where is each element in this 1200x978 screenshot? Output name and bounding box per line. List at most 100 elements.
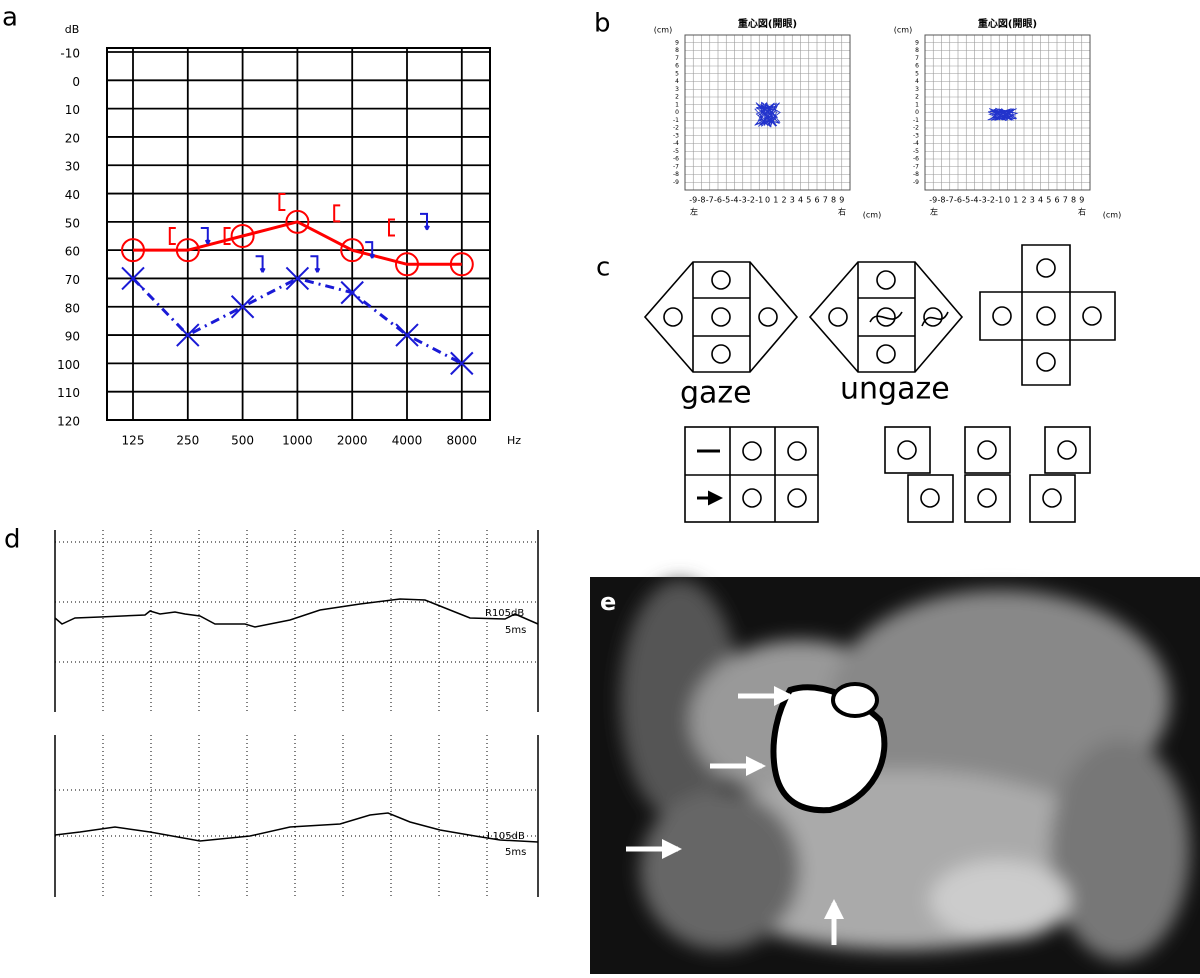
y-tick-label: 10	[65, 103, 80, 117]
x-tick-label: 4	[798, 196, 803, 205]
y-tick-label: 9	[915, 39, 919, 46]
x-tick-label: 1	[773, 196, 778, 205]
marker	[175, 238, 200, 263]
x-tick-label: -1	[995, 196, 1003, 205]
y-tick-label: 50	[65, 216, 80, 230]
x-tick-label: 0	[765, 196, 770, 205]
marker	[230, 224, 255, 248]
y-tick-label: -5	[673, 148, 679, 155]
marker	[450, 351, 474, 376]
sway-trace	[987, 107, 1019, 122]
x-tick-label: -5	[962, 196, 970, 205]
unit: (cm)	[1103, 211, 1121, 220]
y-tick-label: 6	[915, 63, 919, 70]
x-tick-label: 7	[823, 196, 828, 205]
marker	[449, 252, 474, 277]
y-tick-label: 5	[915, 70, 919, 77]
side: 左	[930, 207, 938, 217]
x-tick-label: 4	[1038, 196, 1043, 205]
x-tick-label: 0	[1005, 196, 1010, 205]
panel-label: e	[600, 588, 616, 616]
y-tick-label: -6	[913, 156, 919, 163]
mri-image	[590, 577, 1200, 974]
x-tick-label: 2	[1021, 196, 1026, 205]
y-tick-label: -8	[913, 171, 919, 178]
x-tick-label: -7	[706, 196, 714, 205]
x-tick-label: 2	[781, 196, 786, 205]
y-tick-label: 8	[675, 47, 679, 54]
y-tick-label: 1	[675, 101, 679, 108]
x-tick-label: -9	[929, 196, 937, 205]
y-tick-label: 90	[65, 330, 80, 344]
x-tick-label: 8	[831, 196, 836, 205]
x-tick-label: 6	[814, 196, 819, 205]
y-tick-label: 5	[675, 70, 679, 77]
y-tick-label: 0	[72, 75, 80, 89]
x-tick-label: -6	[954, 196, 962, 205]
marker	[285, 266, 310, 291]
abr	[54, 530, 539, 897]
side: 右	[838, 207, 846, 217]
marker	[285, 209, 310, 234]
y-tick-label: 40	[65, 188, 80, 202]
frame	[924, 34, 1091, 191]
y-tick-label: 0	[675, 109, 679, 116]
x-tick-label: 250	[176, 434, 199, 448]
y-tick-label: 2	[915, 94, 919, 101]
x-tick-label: 1000	[282, 434, 313, 448]
y-tick-label: 20	[65, 131, 80, 145]
marker	[255, 255, 266, 273]
x-tick-label: 3	[790, 196, 795, 205]
x-tick-label: 5	[806, 196, 811, 205]
series-line	[133, 220, 462, 266]
y-tick-label: 60	[65, 245, 80, 259]
y-tick-label: -1	[913, 117, 919, 124]
abr-scale: 5ms	[505, 847, 526, 858]
y-tick-label: 100	[57, 358, 80, 372]
x-tick-label: 125	[122, 434, 145, 448]
y-tick-label: 120	[57, 415, 80, 429]
y-tick-label: -2	[673, 125, 679, 132]
side: 左	[690, 207, 698, 217]
title: 重心図(開眼)	[738, 17, 797, 30]
gaze-label: ungaze	[840, 372, 950, 407]
marker	[168, 227, 176, 245]
x-tick-label: 9	[1079, 196, 1084, 205]
x-tick-label: -4	[971, 196, 979, 205]
marker	[333, 204, 341, 223]
y-tick-label: -1	[673, 117, 679, 124]
side: 右	[1078, 207, 1086, 217]
x-tick-label: -1	[755, 196, 763, 205]
sway-trace	[754, 101, 781, 128]
x-tick-label: 5	[1046, 196, 1051, 205]
unit: (cm)	[863, 211, 881, 220]
y-tick-label: -5	[913, 148, 919, 155]
y-tick-label: -4	[673, 140, 679, 147]
x-tick-label: 4000	[392, 434, 423, 448]
y-tick-label: 80	[65, 301, 80, 315]
panel-label: d	[4, 525, 21, 555]
marker	[365, 241, 376, 259]
x-tick-label: -9	[689, 196, 697, 205]
x-tick-label: 8	[1071, 196, 1076, 205]
x-tick-label: 7	[1063, 196, 1068, 205]
x-tick-label: 8000	[447, 434, 478, 448]
x-tick-label: 6	[1054, 196, 1059, 205]
marker	[388, 218, 395, 237]
abr-scale: 5ms	[505, 625, 526, 636]
marker	[420, 212, 430, 231]
y-tick-label: -3	[673, 132, 679, 139]
marker	[395, 252, 419, 277]
y-tick-label: -10	[60, 47, 80, 61]
y-tick-label: 4	[915, 78, 919, 85]
y-tick-label: 1	[915, 101, 919, 108]
y-tick-label: 8	[915, 47, 919, 54]
panel-label: b	[594, 9, 611, 39]
x-tick-label: -2	[747, 196, 755, 205]
y-tick-label: 30	[65, 160, 80, 174]
x-tick-label: 500	[231, 434, 254, 448]
x-tick-label: -8	[698, 196, 706, 205]
y-tick-label: 6	[675, 63, 679, 70]
y-tick-label: 110	[57, 386, 80, 400]
